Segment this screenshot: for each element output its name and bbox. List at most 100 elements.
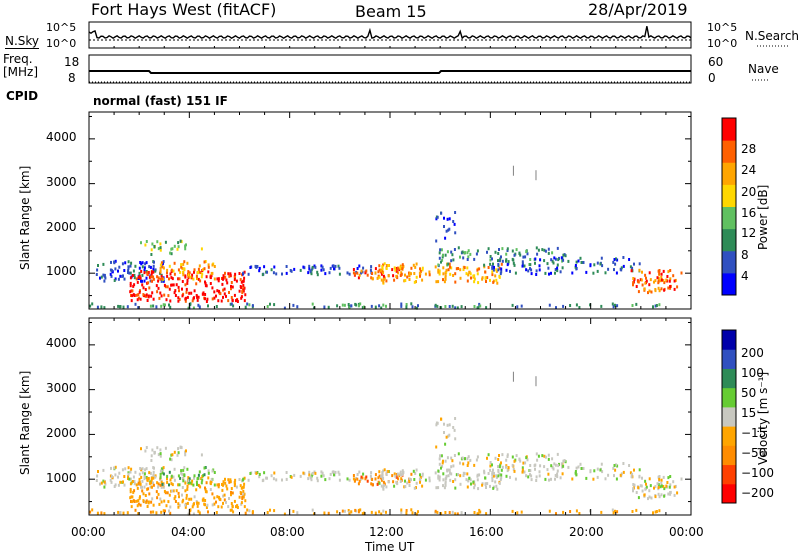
velocity-cell xyxy=(547,457,550,461)
velocity-cell xyxy=(334,470,337,474)
power-cell xyxy=(166,274,169,278)
power-cell xyxy=(630,269,633,273)
power-cell xyxy=(553,256,556,260)
velocity-cbtick-100: 100 xyxy=(741,366,764,380)
velocity-cell xyxy=(521,470,524,474)
power-cell xyxy=(152,277,155,281)
velocity-cell xyxy=(457,473,460,476)
power-cell xyxy=(204,282,207,286)
power-cell xyxy=(204,293,207,296)
power-cell xyxy=(415,275,418,279)
velocity-cell xyxy=(556,472,559,476)
power-cell xyxy=(357,276,360,280)
power-cell xyxy=(442,278,444,282)
power-cell xyxy=(133,276,136,280)
power-cell xyxy=(187,270,190,274)
velocity-cell xyxy=(387,480,390,484)
power-cell xyxy=(454,306,457,310)
power-cell xyxy=(203,267,206,271)
velocity-cell xyxy=(138,480,141,484)
velocity-cell xyxy=(463,472,466,476)
power-cell xyxy=(263,265,266,269)
power-cell xyxy=(129,271,132,275)
velocity-cell xyxy=(156,446,159,450)
power-cell xyxy=(205,275,208,279)
velocity-cell xyxy=(385,485,388,489)
power-cell xyxy=(614,262,617,266)
power-cell xyxy=(535,269,538,273)
velocity-cell xyxy=(487,472,490,475)
velocity-cell xyxy=(229,478,232,482)
power-cell xyxy=(275,272,278,276)
power-cell xyxy=(171,277,174,281)
velocity-cell xyxy=(227,505,230,509)
power-cell xyxy=(181,266,184,270)
power-cell xyxy=(589,303,592,307)
power-cell xyxy=(183,260,186,264)
velocity-cell xyxy=(118,471,121,475)
velocity-cell xyxy=(653,486,655,490)
velocity-cell xyxy=(173,497,176,501)
velocity-cell xyxy=(382,486,385,490)
velocity-cell xyxy=(96,511,99,515)
power-cell xyxy=(673,279,676,283)
power-cell xyxy=(152,275,154,279)
power-cell xyxy=(473,257,476,261)
power-cell xyxy=(574,265,577,269)
power-cell xyxy=(266,270,268,274)
velocity-cell xyxy=(307,477,310,481)
velocity-cell xyxy=(589,469,592,473)
velocity-cell xyxy=(484,476,487,480)
velocity-cell xyxy=(379,476,382,480)
power-cell xyxy=(178,297,181,301)
velocity-cell xyxy=(668,485,671,489)
power-cell xyxy=(127,271,129,274)
power-cell xyxy=(418,271,421,275)
power-cell xyxy=(450,259,453,263)
power-cell xyxy=(408,273,411,277)
power-cell xyxy=(213,296,216,300)
power-cell xyxy=(159,248,162,252)
power-cell xyxy=(187,306,190,310)
power-cell xyxy=(408,278,411,281)
velocity-cell xyxy=(381,473,384,477)
velocity-cell xyxy=(309,475,312,479)
velocity-cell xyxy=(669,491,672,494)
power-cell xyxy=(498,259,501,263)
velocity-cell xyxy=(452,426,455,429)
power-cell xyxy=(203,260,206,264)
power-cell xyxy=(460,305,463,309)
velocity-cell xyxy=(484,482,487,486)
power-cell xyxy=(489,258,492,262)
velocity-cell xyxy=(506,453,509,457)
velocity-cell xyxy=(399,470,402,474)
power-cell xyxy=(562,304,565,308)
power-cell xyxy=(511,249,514,253)
velocity-cell xyxy=(171,489,174,493)
power-cell xyxy=(497,263,500,266)
velocity-cell xyxy=(612,511,615,515)
power-cell xyxy=(97,264,99,267)
power-cell xyxy=(307,271,310,275)
velocity-cell xyxy=(556,469,559,473)
power-cell xyxy=(511,303,514,307)
velocity-cell xyxy=(308,470,311,474)
velocity-cell xyxy=(435,423,438,427)
velocity-cell xyxy=(197,473,200,477)
velocity-cell xyxy=(521,466,524,470)
power-cell xyxy=(668,279,671,283)
velocity-cell xyxy=(523,470,526,474)
power-cell xyxy=(364,271,367,275)
velocity-cell xyxy=(242,495,245,499)
power-cell xyxy=(149,279,152,283)
power-cell xyxy=(395,274,398,278)
power-cell xyxy=(161,265,164,269)
power-cell xyxy=(130,261,133,265)
freq-panel-frame xyxy=(88,54,692,84)
power-cell xyxy=(541,248,544,252)
velocity-cell xyxy=(554,463,557,467)
power-cell xyxy=(352,268,355,271)
power-cell xyxy=(138,274,141,278)
velocity-cell xyxy=(500,473,503,477)
velocity-cell xyxy=(411,511,414,515)
